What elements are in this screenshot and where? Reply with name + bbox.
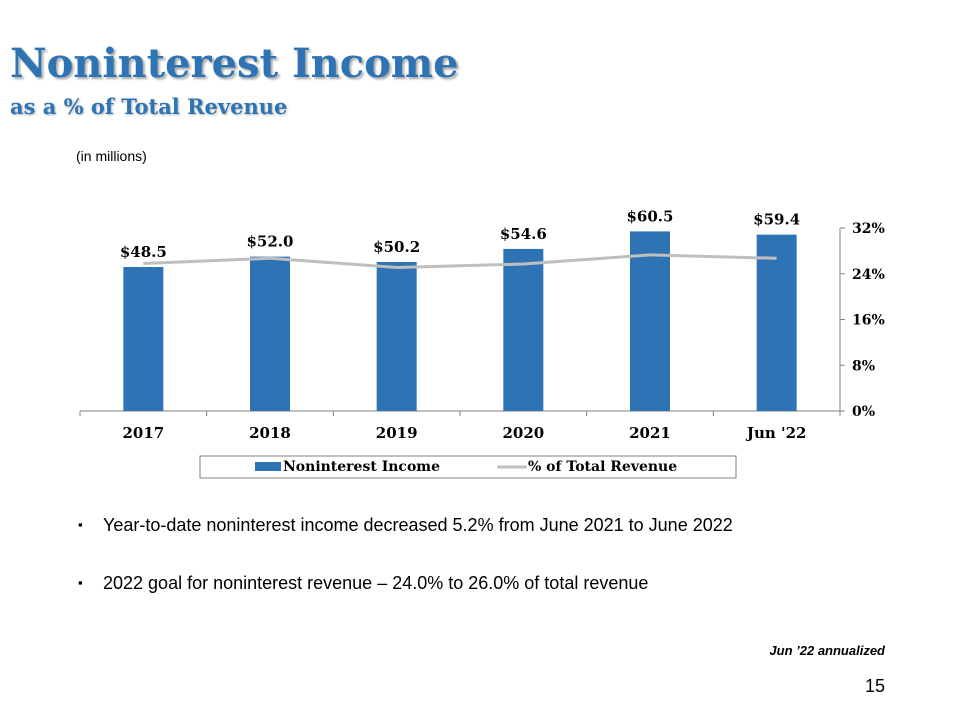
legend-box bbox=[199, 455, 737, 479]
chart: 0% 8% 16% 24% 32% $48.5 2017 $52.0 2018 $50.2 2019… bbox=[79, 207, 885, 479]
bullet-marker: ▪ bbox=[78, 575, 83, 590]
bar-value-label: $60.5 bbox=[627, 207, 674, 225]
page-subtitle: as a % of Total Revenue bbox=[10, 94, 288, 119]
bullet-item: ▪ Year-to-date noninterest income decrea… bbox=[78, 514, 886, 536]
y2-tick-label: 0% bbox=[852, 404, 875, 420]
bullet-item: ▪ 2022 goal for noninterest revenue – 24… bbox=[78, 572, 886, 594]
bullet-marker: ▪ bbox=[78, 517, 83, 532]
legend-label: % of Total Revenue bbox=[528, 459, 677, 475]
bar-value-label: $48.5 bbox=[120, 243, 167, 261]
page-title: Noninterest Income bbox=[10, 40, 459, 87]
bar bbox=[503, 248, 544, 411]
x-tick-label: 2020 bbox=[502, 424, 544, 442]
legend-swatch-bar bbox=[255, 462, 281, 471]
bar-value-label: $50.2 bbox=[373, 238, 420, 256]
bullet-text: 2022 goal for noninterest revenue – 24.0… bbox=[103, 573, 649, 593]
bar bbox=[630, 231, 670, 411]
bar-value-label: $59.4 bbox=[753, 211, 800, 229]
bullet-text: Year-to-date noninterest income decrease… bbox=[103, 515, 733, 535]
footnote: Jun ’22 annualized bbox=[769, 643, 885, 658]
x-tick-label: 2021 bbox=[629, 424, 671, 442]
bullet-list: ▪ Year-to-date noninterest income decrea… bbox=[78, 514, 886, 630]
bar bbox=[250, 256, 290, 411]
y2-tick-label: 16% bbox=[852, 313, 885, 329]
y2-tick-label: 32% bbox=[852, 221, 885, 237]
bar bbox=[756, 234, 797, 411]
x-tick-label: 2019 bbox=[376, 424, 418, 442]
legend-label: Noninterest Income bbox=[283, 459, 440, 475]
bar bbox=[376, 261, 417, 411]
y2-tick-label: 24% bbox=[852, 267, 885, 283]
percent-line bbox=[143, 253, 777, 269]
bar-value-label: $52.0 bbox=[247, 233, 294, 251]
page-number: 15 bbox=[864, 676, 885, 696]
x-tick-label: 2017 bbox=[122, 424, 164, 442]
y2-tick-label: 8% bbox=[852, 358, 875, 374]
bar-value-label: $54.6 bbox=[500, 225, 547, 243]
units-label: (in millions) bbox=[76, 148, 147, 164]
bar bbox=[123, 267, 164, 411]
x-tick-label: 2018 bbox=[249, 424, 291, 442]
x-tick-label: Jun '22 bbox=[745, 424, 807, 442]
